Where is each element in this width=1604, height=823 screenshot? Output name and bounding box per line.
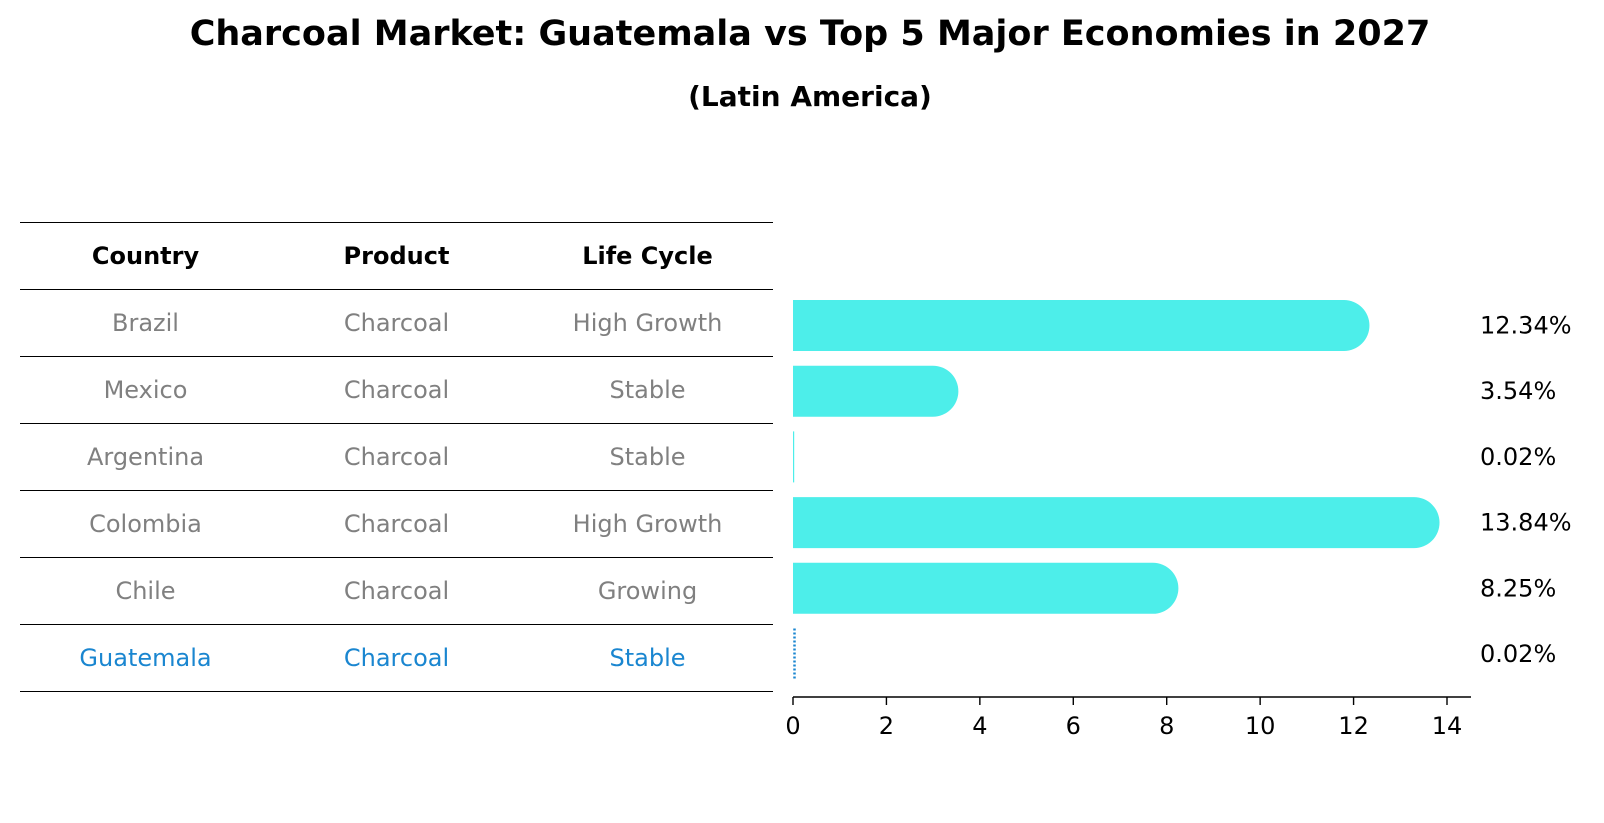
x-tick-label: 6 <box>1066 712 1081 740</box>
cell-country: Mexico <box>20 356 271 424</box>
x-tick-label: 4 <box>972 712 987 740</box>
cell-life-cycle: High Growth <box>522 289 773 357</box>
bar <box>793 300 1370 351</box>
table-header-row: Country Product Life Cycle <box>20 222 773 290</box>
cell-life-cycle: Growing <box>522 557 773 625</box>
cell-life-cycle: Stable <box>522 356 773 424</box>
x-tick-label: 0 <box>785 712 800 740</box>
bar <box>793 431 795 483</box>
cell-country: Guatemala <box>20 624 271 692</box>
bar-value-label: 0.02% <box>1480 443 1556 471</box>
cell-country: Colombia <box>20 490 271 558</box>
bar-value-label: 13.84% <box>1480 509 1572 537</box>
x-tick-label: 10 <box>1245 712 1276 740</box>
cell-product: Charcoal <box>271 423 522 491</box>
table-row: Brazil Charcoal High Growth <box>20 289 773 357</box>
cell-product: Charcoal <box>271 490 522 558</box>
bar-value-label: 0.02% <box>1480 640 1556 668</box>
bar <box>793 562 1179 614</box>
x-tick-label: 12 <box>1338 712 1369 740</box>
x-tick-label: 2 <box>879 712 894 740</box>
cell-product: Charcoal <box>271 289 522 357</box>
table-row: Argentina Charcoal Stable <box>20 423 773 491</box>
bar-value-label: 8.25% <box>1480 574 1556 602</box>
data-table: Country Product Life Cycle Brazil Charco… <box>20 222 773 692</box>
cell-life-cycle: High Growth <box>522 490 773 558</box>
cell-product: Charcoal <box>271 624 522 692</box>
table-row: Chile Charcoal Growing <box>20 557 773 625</box>
cell-country: Brazil <box>20 289 271 357</box>
bar <box>793 497 1440 549</box>
header-country: Country <box>20 222 271 290</box>
bar <box>793 365 959 417</box>
bar-value-label: 3.54% <box>1480 377 1556 405</box>
cell-product: Charcoal <box>271 356 522 424</box>
x-tick-label: 8 <box>1159 712 1174 740</box>
cell-life-cycle: Stable <box>522 624 773 692</box>
cell-life-cycle: Stable <box>522 423 773 491</box>
chart-title: Charcoal Market: Guatemala vs Top 5 Majo… <box>189 14 1431 54</box>
table-row-highlighted: Guatemala Charcoal Stable <box>20 624 773 692</box>
cell-country: Chile <box>20 557 271 625</box>
x-tick-label: 14 <box>1432 712 1463 740</box>
chart-subtitle: (Latin America) <box>688 80 932 113</box>
header-product: Product <box>271 222 522 290</box>
table-row: Mexico Charcoal Stable <box>20 356 773 424</box>
cell-country: Argentina <box>20 423 271 491</box>
table-row: Colombia Charcoal High Growth <box>20 490 773 558</box>
bar-value-label: 12.34% <box>1480 312 1572 340</box>
header-life-cycle: Life Cycle <box>522 222 773 290</box>
cell-product: Charcoal <box>271 557 522 625</box>
